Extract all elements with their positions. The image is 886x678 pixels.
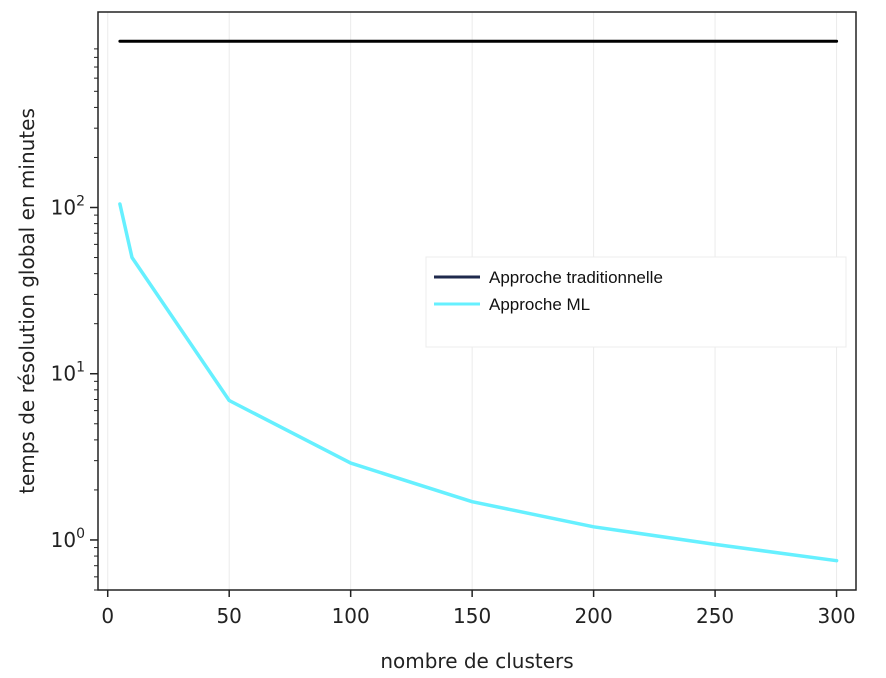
legend-box (425, 256, 847, 348)
y-tick-label: 101 (51, 360, 85, 386)
legend-label: Approche ML (489, 295, 590, 314)
x-tick-label: 200 (575, 604, 613, 628)
y-tick-exponent: 1 (76, 360, 85, 376)
series-line (118, 202, 839, 563)
series-layer (118, 39, 839, 563)
x-tick-label: 100 (332, 604, 370, 628)
y-axis-label: temps de résolution global en minutes (15, 108, 39, 494)
plot-frame (97, 11, 857, 591)
y-tick-exponent: 2 (76, 194, 85, 210)
y-tick-base: 10 (51, 528, 76, 552)
x-tick-label: 50 (216, 604, 241, 628)
x-tick-label: 150 (453, 604, 491, 628)
y-tick-exponent: 0 (76, 526, 85, 542)
x-tick-label: 0 (101, 604, 114, 628)
legend: Approche traditionnelle Approche ML (425, 256, 847, 348)
y-tick-base: 10 (51, 362, 76, 386)
y-tick-label: 100 (51, 526, 85, 552)
y-tick-base: 10 (51, 196, 76, 220)
x-tick-label: 300 (817, 604, 855, 628)
y-tick-label: 102 (51, 194, 85, 220)
legend-label: Approche traditionnelle (489, 268, 663, 287)
x-axis: 0 50 100 150 200 250 300 (101, 590, 856, 628)
x-axis-label: nombre de clusters (380, 649, 573, 673)
x-tick-label: 250 (696, 604, 734, 628)
